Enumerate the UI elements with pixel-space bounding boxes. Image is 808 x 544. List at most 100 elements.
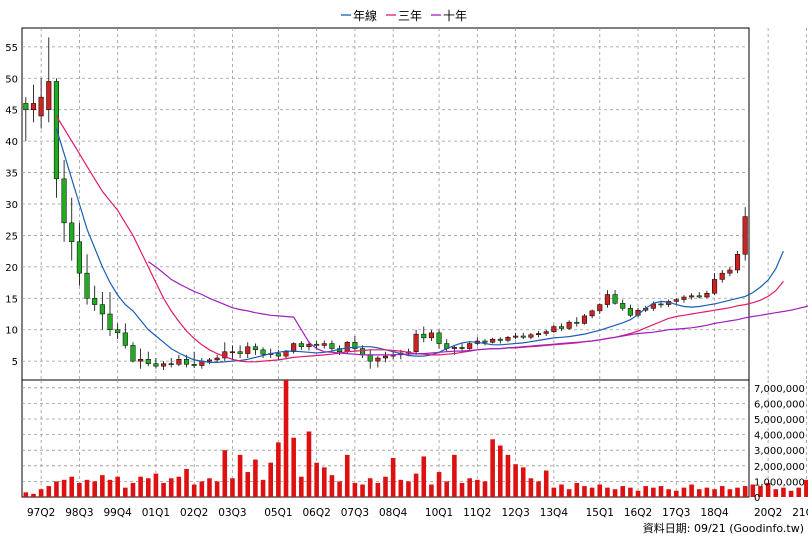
candle [321,340,327,349]
candle [130,342,136,363]
price-y-tick: 55 [5,43,18,54]
volume-bar [536,481,541,497]
volume-bar [666,489,671,497]
x-tick-label: 12Q3 [501,507,529,519]
candle-body [727,269,733,274]
price-y-tick: 20 [5,263,18,274]
volume-bar [390,458,396,497]
volume-bar [482,481,488,497]
candle-body [513,335,519,338]
x-tick-label: 10Q1 [425,507,453,519]
legend-ten-year: 十年 [443,9,467,23]
volume-bar [750,484,756,497]
candle [696,292,702,299]
candle-body [436,332,442,344]
volume-bar [245,472,251,497]
candle-body [245,346,251,354]
candle-body [46,81,52,110]
candle [214,354,220,363]
x-tick-label: 01Q1 [142,507,170,519]
volume-bar [237,454,243,497]
candle-body [536,333,542,335]
candle [382,351,389,363]
candle-body [291,343,297,352]
volume-bar [727,489,733,497]
candle-body [306,343,312,347]
volume-bar [138,476,143,497]
volume-bar [413,473,419,497]
volume-bar [130,482,136,497]
candle-body [566,321,572,329]
volume-bar [742,486,748,497]
candle-body [92,298,98,305]
candle-body [30,103,37,110]
candle [421,326,427,343]
volume-bar [758,486,763,497]
volume-bar [574,482,580,497]
volume-y-tick: 5,000,000 [754,415,805,426]
candle-body [206,359,213,362]
volume-bar [612,489,618,497]
candle [673,298,679,305]
volume-bar [735,487,740,497]
candle [428,329,434,342]
volume-y-tick: 1,000,000 [754,477,805,488]
volume-bar [597,484,603,497]
price-y-axis: 5 10 15 20 25 30 35 40 45 50 55 [5,43,18,368]
candle [99,292,105,330]
candle-body [490,338,496,343]
candle [620,299,626,311]
candle [161,361,167,370]
candle [245,342,251,358]
candle [734,251,741,274]
data-date-footer: 資料日期: 09/21 (Goodinfo.tw) [643,521,804,535]
x-tick-label: 05Q1 [264,507,292,519]
candle-body [375,357,381,362]
candle-body [712,279,718,294]
price-y-tick: 35 [5,169,18,180]
candle [84,254,90,305]
candle-body [359,348,366,356]
volume-bar [788,490,794,497]
volume-bar [620,486,626,497]
candle-body [696,295,702,298]
volume-bar [253,459,258,497]
moving-average-lines [55,115,808,363]
candle [107,292,113,336]
candle [76,222,82,286]
volume-bar [704,487,710,497]
volume-bar [84,479,90,497]
candle [727,266,733,277]
volume-bar [222,450,228,497]
candle-body [214,357,220,361]
x-tick-label: 21Q3 [792,507,808,519]
volume-bar [54,481,59,497]
volume-bar [781,487,786,497]
volume-bar [528,478,534,497]
volume-bar [719,486,725,497]
volume-bar [337,481,342,497]
legend-annual: 年線 [353,8,377,23]
volume-bar [674,490,679,497]
candle-body [551,326,557,332]
volume-bar [153,473,159,497]
candle [467,342,473,350]
candle-body [329,343,335,349]
candle-body [352,342,358,349]
volume-bar [161,482,166,497]
x-tick-label: 17Q3 [662,507,690,519]
volume-bar [38,489,44,497]
candle [742,207,748,261]
price-y-tick: 30 [5,200,18,211]
candle-body [421,333,427,339]
candle [38,78,44,129]
volume-bar [566,489,572,497]
candle [252,343,258,355]
candle-body [321,343,327,346]
volume-bar [505,454,511,497]
x-tick-label: 13Q4 [540,507,569,519]
volume-bar [559,484,564,497]
x-tick-label: 02Q2 [180,507,208,519]
candle [46,37,52,123]
volume-bar [268,462,274,497]
